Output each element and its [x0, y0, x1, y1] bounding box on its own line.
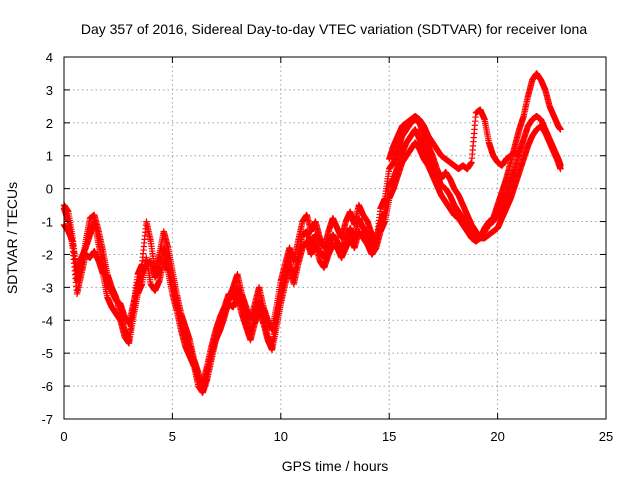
y-tick-label: -6	[41, 379, 53, 394]
x-tick-label: 25	[599, 429, 613, 444]
series-track-1	[60, 70, 564, 393]
x-tick-label: 15	[382, 429, 396, 444]
plot-area	[60, 70, 564, 396]
chart-title: Day 357 of 2016, Sidereal Day-to-day VTE…	[81, 21, 588, 37]
x-tick-label: 10	[274, 429, 288, 444]
y-tick-label: -4	[41, 313, 53, 328]
y-tick-label: 0	[46, 182, 53, 197]
series-track-3	[60, 122, 564, 396]
x-tick-label: 0	[60, 429, 67, 444]
data-point	[557, 126, 564, 133]
y-tick-label: -7	[41, 412, 53, 427]
y-tick-label: 4	[46, 50, 53, 65]
y-tick-label: -1	[41, 215, 53, 230]
y-tick-label: -3	[41, 280, 53, 295]
x-tick-label: 5	[169, 429, 176, 444]
y-tick-label: -5	[41, 346, 53, 361]
x-axis-label: GPS time / hours	[282, 458, 389, 474]
y-axis-label: SDTVAR / TECUs	[4, 182, 20, 294]
y-tick-label: 2	[46, 116, 53, 131]
x-tick-label: 20	[490, 429, 504, 444]
y-tick-label: 3	[46, 83, 53, 98]
y-tick-label: -2	[41, 247, 53, 262]
y-tick-label: 1	[46, 149, 53, 164]
grid	[64, 57, 606, 419]
